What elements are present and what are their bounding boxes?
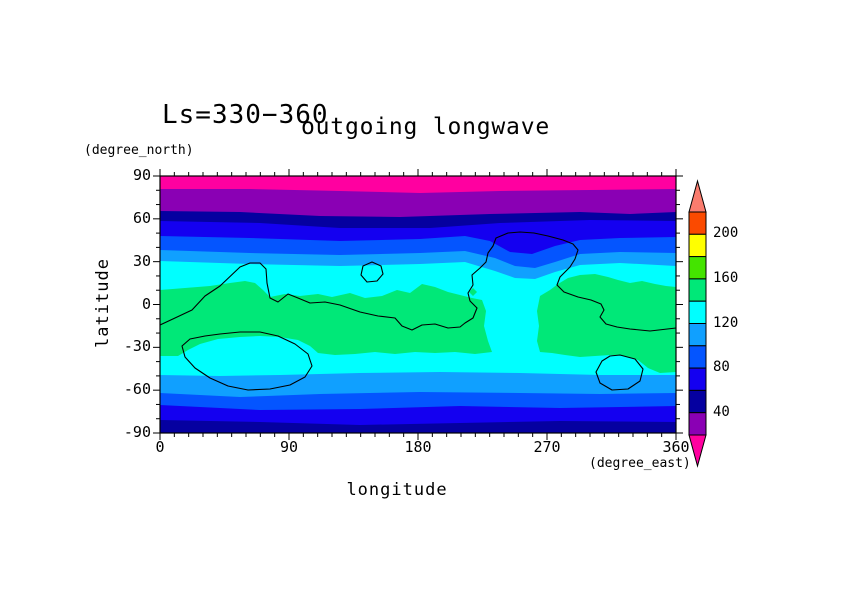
colorbar-segment-200-220 [688, 211, 707, 235]
y-tick-label-0: 0 [141, 294, 151, 313]
y-tick-label--60: -60 [123, 380, 151, 399]
x-axis-title: longitude [346, 480, 448, 500]
y-tick-label-60: 60 [132, 208, 151, 227]
x-tick-label-180: 180 [404, 438, 432, 456]
colorbar-over-arrow [688, 179, 707, 213]
colorbar-segment-140-160 [688, 278, 707, 302]
y-tick-label--30: -30 [123, 337, 151, 356]
olr-region-equatorial-green-west [160, 281, 492, 356]
y-tick-label-30: 30 [132, 251, 151, 270]
y-tick-label--90: -90 [123, 423, 151, 441]
colorbar-label-40: 40 [713, 403, 730, 420]
x-tick-label-360: 360 [662, 438, 690, 456]
colorbar-segment-160-180 [688, 256, 707, 280]
plot-title: outgoing longwave [301, 114, 551, 140]
colorbar-segment-120-140 [688, 300, 707, 325]
olr-region-equatorial-green-east [537, 274, 676, 373]
contour-small-closed-circle-north [360, 261, 384, 283]
contour-wrapping-midlatitude-line [160, 231, 676, 332]
x-tick-label-270: 270 [533, 438, 561, 456]
colorbar-label-160: 160 [713, 269, 739, 286]
axis-ticks [153, 169, 683, 440]
olr-band-10-navy [160, 420, 676, 433]
colorbar-segment-20-40 [688, 412, 707, 436]
colorbar-label-80: 80 [713, 359, 730, 376]
topography-contour-overlay [160, 231, 676, 391]
colorbar-segment-100-120 [688, 323, 707, 347]
x-axis-unit-label: (degree_east) [589, 456, 691, 471]
x-tick-label-90: 90 [279, 438, 299, 456]
plot-subtitle-ls-range: Ls=330−360 [162, 100, 329, 130]
contour-large-southwest-oval [181, 331, 313, 391]
x-tick-label-0: 0 [155, 438, 165, 456]
colorbar-under-arrow [688, 434, 707, 468]
map-fill-layers [160, 176, 676, 433]
contour-small-southeast-oval [595, 354, 644, 391]
colorbar-segment-40-60 [688, 389, 707, 414]
olr-region-green-speck [469, 288, 477, 296]
colorbar-segment-60-80 [688, 367, 707, 391]
colorbar-segment-180-200 [688, 233, 707, 258]
y-axis-unit-label: (degree_north) [84, 143, 194, 158]
colorbar-label-120: 120 [713, 314, 739, 331]
colorbar-label-200: 200 [713, 225, 739, 242]
colorbar [688, 179, 707, 468]
colorbar-segment-80-100 [688, 345, 707, 369]
y-tick-label-90: 90 [132, 166, 151, 184]
